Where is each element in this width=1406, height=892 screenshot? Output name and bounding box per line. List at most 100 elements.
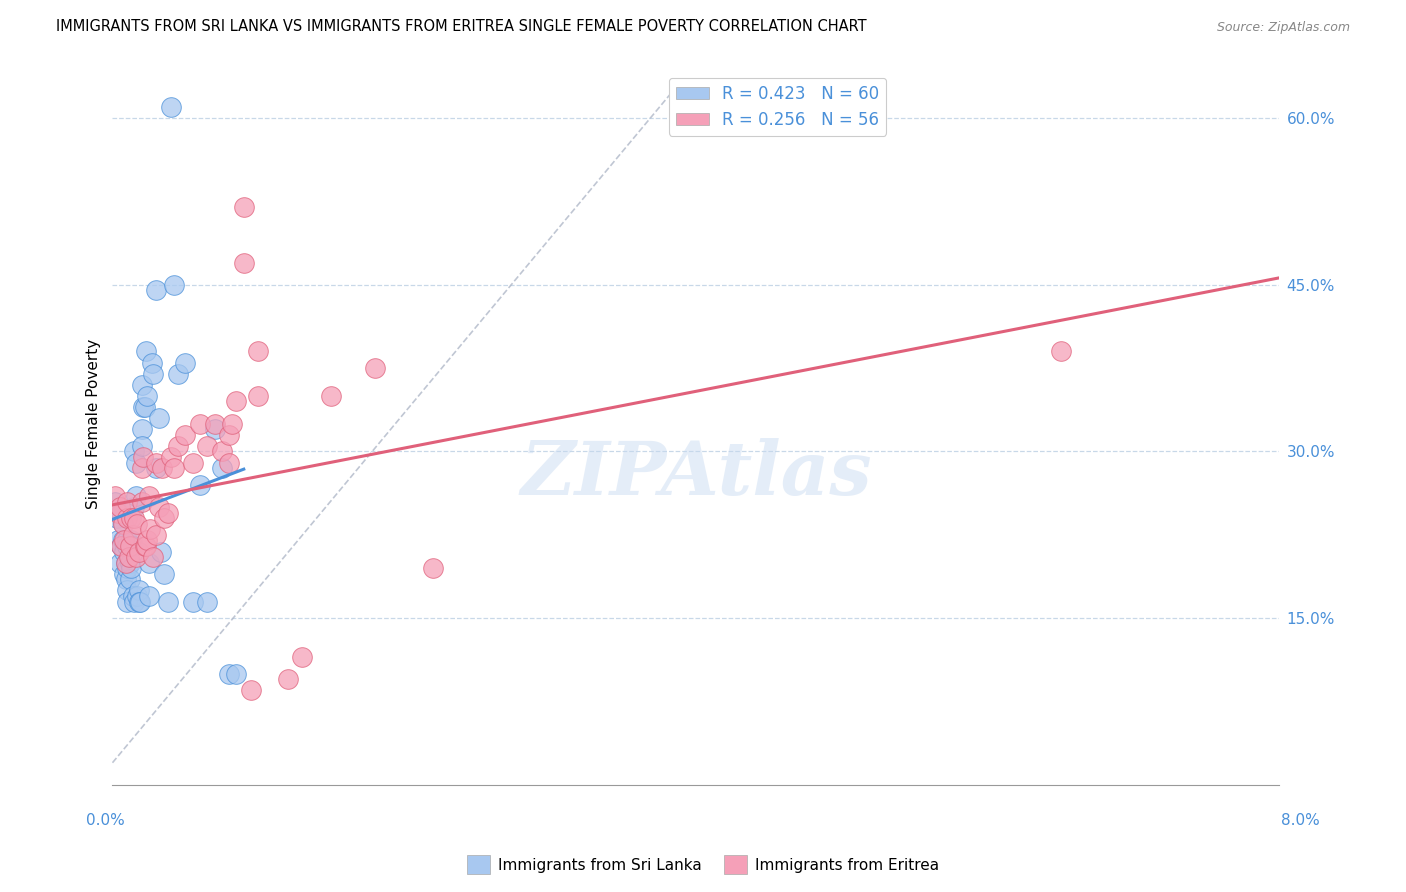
Point [156, 506, 179, 520]
Point [138, 489, 160, 503]
Point [115, 561, 138, 575]
Y-axis label: Single Female Poverty: Single Female Poverty [86, 339, 101, 508]
Text: Source: ZipAtlas.com: Source: ZipAtlas.com [1216, 21, 1350, 34]
Legend: Immigrants from Sri Lanka, Immigrants from Eritrea: Immigrants from Sri Lanka, Immigrants fr… [461, 849, 945, 880]
Point [135, 344, 157, 359]
Point [247, 389, 270, 403]
Point [138, 589, 160, 603]
Point [110, 539, 132, 553]
Point [114, 556, 136, 570]
Text: ZIPAtlas: ZIPAtlas [520, 438, 872, 510]
Point [145, 461, 167, 475]
Point [167, 439, 190, 453]
Point [142, 367, 165, 381]
Point [124, 444, 146, 458]
Point [181, 456, 204, 470]
Point [110, 506, 132, 520]
Point [156, 594, 179, 608]
Point [125, 550, 148, 565]
Point [148, 411, 170, 425]
Text: IMMIGRANTS FROM SRI LANKA VS IMMIGRANTS FROM ERITREA SINGLE FEMALE POVERTY CORRE: IMMIGRANTS FROM SRI LANKA VS IMMIGRANTS … [56, 20, 868, 34]
Point [152, 566, 174, 581]
Point [131, 422, 153, 436]
Point [104, 489, 127, 503]
Point [247, 344, 270, 359]
Point [204, 417, 226, 431]
Point [218, 427, 240, 442]
Point [125, 489, 148, 503]
Point [124, 511, 146, 525]
Point [150, 461, 173, 475]
Point [195, 594, 218, 608]
Point [211, 461, 233, 475]
Point [174, 355, 197, 369]
Text: 8.0%: 8.0% [1281, 814, 1320, 828]
Point [142, 550, 165, 565]
Point [124, 500, 146, 514]
Point [132, 400, 155, 414]
Point [188, 417, 211, 431]
Point [139, 522, 162, 536]
Point [321, 389, 343, 403]
Point [149, 544, 172, 558]
Point [163, 277, 186, 292]
Point [152, 511, 174, 525]
Point [127, 516, 149, 531]
Point [107, 533, 129, 548]
Point [125, 456, 148, 470]
Point [163, 461, 186, 475]
Point [134, 400, 156, 414]
Point [111, 516, 134, 531]
Point [122, 589, 145, 603]
Point [114, 556, 136, 570]
Point [115, 594, 138, 608]
Point [131, 494, 153, 508]
Point [131, 377, 153, 392]
Point [132, 450, 155, 464]
Point [117, 550, 139, 565]
Point [218, 666, 240, 681]
Point [276, 673, 298, 687]
Point [127, 589, 149, 603]
Point [124, 594, 146, 608]
Point [128, 594, 150, 608]
Point [364, 361, 387, 376]
Point [111, 533, 134, 548]
Point [174, 427, 197, 442]
Point [118, 572, 141, 586]
Point [141, 355, 163, 369]
Point [167, 367, 190, 381]
Point [145, 456, 167, 470]
Point [291, 650, 314, 665]
Point [111, 516, 134, 531]
Point [232, 255, 254, 269]
Point [114, 572, 136, 586]
Point [131, 439, 153, 453]
Point [115, 494, 138, 508]
Point [105, 511, 128, 525]
Point [118, 556, 141, 570]
Point [108, 500, 131, 514]
Point [115, 533, 138, 548]
Point [225, 666, 247, 681]
Point [136, 533, 159, 548]
Point [120, 511, 142, 525]
Legend: R = 0.423   N = 60, R = 0.256   N = 56: R = 0.423 N = 60, R = 0.256 N = 56 [669, 78, 886, 136]
Point [108, 556, 131, 570]
Point [122, 528, 145, 542]
Point [145, 283, 167, 297]
Point [218, 456, 240, 470]
Point [104, 494, 127, 508]
Point [422, 561, 444, 575]
Point [118, 539, 141, 553]
Point [120, 533, 142, 548]
Point [145, 528, 167, 542]
Point [128, 544, 150, 558]
Point [112, 533, 135, 548]
Point [134, 539, 156, 553]
Point [110, 539, 132, 553]
Point [148, 500, 170, 514]
Point [221, 417, 243, 431]
Point [204, 422, 226, 436]
Point [138, 556, 160, 570]
